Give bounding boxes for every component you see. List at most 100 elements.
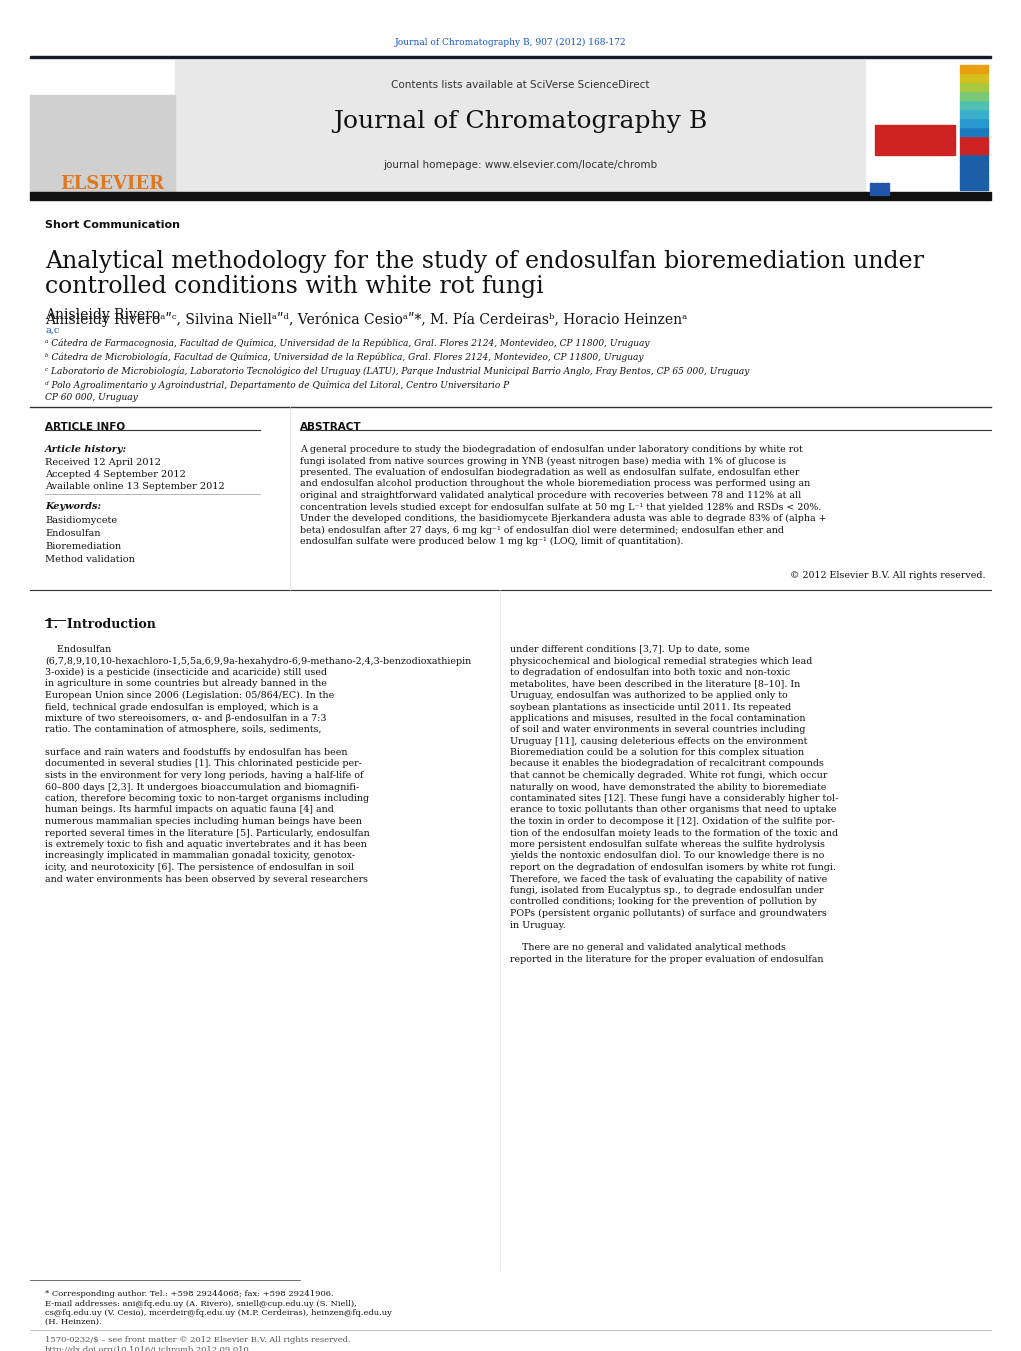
Text: 3-oxide) is a pesticide (insecticide and acaricide) still used: 3-oxide) is a pesticide (insecticide and… bbox=[45, 667, 327, 677]
Text: in agriculture in some countries but already banned in the: in agriculture in some countries but alr… bbox=[45, 680, 327, 689]
Text: cation, therefore becoming toxic to non-target organisms including: cation, therefore becoming toxic to non-… bbox=[45, 794, 370, 802]
Text: yields the nontoxic endosulfan diol. To our knowledge there is no: yields the nontoxic endosulfan diol. To … bbox=[510, 851, 824, 861]
Text: metabolites, have been described in the literature [8–10]. In: metabolites, have been described in the … bbox=[510, 680, 800, 689]
Text: Endosulfan: Endosulfan bbox=[45, 644, 111, 654]
Bar bbox=[960, 136, 988, 145]
Text: soybean plantations as insecticide until 2011. Its repeated: soybean plantations as insecticide until… bbox=[510, 703, 791, 712]
Text: and water environments has been observed by several researchers: and water environments has been observed… bbox=[45, 874, 368, 884]
Text: controlled conditions; looking for the prevention of pollution by: controlled conditions; looking for the p… bbox=[510, 897, 817, 907]
Bar bbox=[960, 92, 988, 100]
Bar bbox=[960, 128, 988, 136]
Text: Endosulfan: Endosulfan bbox=[45, 530, 100, 538]
Text: physicochemical and biological remedial strategies which lead: physicochemical and biological remedial … bbox=[510, 657, 813, 666]
Bar bbox=[960, 155, 988, 163]
Text: because it enables the biodegradation of recalcitrant compounds: because it enables the biodegradation of… bbox=[510, 759, 824, 769]
Text: 1.  Introduction: 1. Introduction bbox=[45, 617, 156, 631]
Text: sists in the environment for very long periods, having a half-life of: sists in the environment for very long p… bbox=[45, 771, 363, 780]
Text: human beings. Its harmful impacts on aquatic fauna [4] and: human beings. Its harmful impacts on aqu… bbox=[45, 805, 334, 815]
Text: naturally on wood, have demonstrated the ability to bioremediate: naturally on wood, have demonstrated the… bbox=[510, 782, 826, 792]
Text: mixture of two stereoisomers, α- and β-endosulfan in a 7:3: mixture of two stereoisomers, α- and β-e… bbox=[45, 713, 327, 723]
Text: the toxin in order to decompose it [12]. Oxidation of the sulfite por-: the toxin in order to decompose it [12].… bbox=[510, 817, 835, 825]
Text: numerous mammalian species including human beings have been: numerous mammalian species including hum… bbox=[45, 817, 362, 825]
Bar bbox=[875, 126, 955, 155]
Bar bbox=[960, 182, 988, 190]
Text: Anisleidy Rivero: Anisleidy Rivero bbox=[45, 308, 160, 322]
Bar bbox=[960, 101, 988, 109]
Text: Uruguay [11], causing deleterious effects on the environment: Uruguay [11], causing deleterious effect… bbox=[510, 738, 808, 746]
Text: Basidiomycete: Basidiomycete bbox=[45, 516, 117, 526]
Text: There are no general and validated analytical methods: There are no general and validated analy… bbox=[510, 943, 786, 952]
Text: reported in the literature for the proper evaluation of endosulfan: reported in the literature for the prope… bbox=[510, 955, 824, 965]
Text: original and straightforward validated analytical procedure with recoveries betw: original and straightforward validated a… bbox=[300, 490, 801, 500]
Text: ᶜ Laboratorio de Microbiología, Laboratorio Tecnológico del Uruguay (LATU), Parq: ᶜ Laboratorio de Microbiología, Laborato… bbox=[45, 366, 749, 376]
Bar bbox=[885, 182, 889, 195]
Text: ELSEVIER: ELSEVIER bbox=[60, 176, 164, 193]
Text: Method validation: Method validation bbox=[45, 555, 135, 563]
Text: ᵃ Cátedra de Farmacognosia, Facultad de Química, Universidad de la República, Gr: ᵃ Cátedra de Farmacognosia, Facultad de … bbox=[45, 338, 649, 347]
Text: E-mail addresses: ani@fq.edu.uy (A. Rivero), sniell@cup.edu.uy (S. Niell),: E-mail addresses: ani@fq.edu.uy (A. Rive… bbox=[45, 1300, 356, 1308]
Text: Short Communication: Short Communication bbox=[45, 220, 180, 230]
Text: beta) endosulfan after 27 days, 6 mg kg⁻¹ of endosulfan diol were determined; en: beta) endosulfan after 27 days, 6 mg kg⁻… bbox=[300, 526, 784, 535]
Text: ᵇ Cátedra de Microbiología, Facultad de Química, Universidad de la República, Gr: ᵇ Cátedra de Microbiología, Facultad de … bbox=[45, 353, 643, 362]
Bar bbox=[30, 192, 991, 200]
Bar bbox=[960, 173, 988, 181]
Text: Journal of Chromatography B: Journal of Chromatography B bbox=[333, 109, 708, 132]
Text: POPs (persistent organic pollutants) of surface and groundwaters: POPs (persistent organic pollutants) of … bbox=[510, 909, 827, 919]
Text: Bioremediation could be a solution for this complex situation: Bioremediation could be a solution for t… bbox=[510, 748, 805, 757]
Text: Article history:: Article history: bbox=[45, 444, 128, 454]
Text: Anisleidy Riveroᵃʺᶜ, Silvina Niellᵃʺᵈ, Verónica Cesioᵃʺ*, M. Pía Cerdeirasᵇ, Hor: Anisleidy Riveroᵃʺᶜ, Silvina Niellᵃʺᵈ, V… bbox=[45, 312, 687, 327]
Text: report on the degradation of endosulfan isomers by white rot fungi.: report on the degradation of endosulfan … bbox=[510, 863, 836, 871]
Text: more persistent endosulfan sulfate whereas the sulfite hydrolysis: more persistent endosulfan sulfate where… bbox=[510, 840, 825, 848]
Bar bbox=[960, 82, 988, 91]
Text: endosulfan sulfate were produced below 1 mg kg⁻¹ (LOQ, limit of quantitation).: endosulfan sulfate were produced below 1… bbox=[300, 536, 683, 546]
Text: Uruguay, endosulfan was authorized to be applied only to: Uruguay, endosulfan was authorized to be… bbox=[510, 690, 788, 700]
Text: presented. The evaluation of endosulfan biodegradation as well as endosulfan sul: presented. The evaluation of endosulfan … bbox=[300, 467, 799, 477]
Text: ratio. The contamination of atmosphere, soils, sediments,: ratio. The contamination of atmosphere, … bbox=[45, 725, 322, 735]
Text: journal homepage: www.elsevier.com/locate/chromb: journal homepage: www.elsevier.com/locat… bbox=[383, 159, 658, 170]
Text: and endosulfan alcohol production throughout the whole bioremediation process wa: and endosulfan alcohol production throug… bbox=[300, 480, 811, 489]
Bar bbox=[880, 182, 884, 195]
Bar bbox=[960, 119, 988, 127]
Text: that cannot be chemically degraded. White rot fungi, which occur: that cannot be chemically degraded. Whit… bbox=[510, 771, 827, 780]
Text: 1570-0232/$ – see front matter © 2012 Elsevier B.V. All rights reserved.: 1570-0232/$ – see front matter © 2012 El… bbox=[45, 1336, 350, 1344]
Bar bbox=[960, 109, 988, 118]
Text: (H. Heinzen).: (H. Heinzen). bbox=[45, 1319, 102, 1325]
Text: Accepted 4 September 2012: Accepted 4 September 2012 bbox=[45, 470, 186, 480]
Text: Under the developed conditions, the basidiomycete Bjerkandera adusta was able to: Under the developed conditions, the basi… bbox=[300, 513, 827, 523]
Text: ARTICLE INFO: ARTICLE INFO bbox=[45, 422, 126, 432]
Bar bbox=[30, 95, 175, 195]
Text: field, technical grade endosulfan is employed, which is a: field, technical grade endosulfan is emp… bbox=[45, 703, 319, 712]
Text: concentration levels studied except for endosulfan sulfate at 50 mg L⁻¹ that yie: concentration levels studied except for … bbox=[300, 503, 821, 512]
Text: Keywords:: Keywords: bbox=[45, 503, 101, 511]
Text: surface and rain waters and foodstuffs by endosulfan has been: surface and rain waters and foodstuffs b… bbox=[45, 748, 347, 757]
Text: to degradation of endosulfan into both toxic and non-toxic: to degradation of endosulfan into both t… bbox=[510, 667, 790, 677]
Text: Bioremediation: Bioremediation bbox=[45, 542, 121, 551]
Text: Received 12 April 2012: Received 12 April 2012 bbox=[45, 458, 161, 467]
Bar bbox=[870, 59, 990, 195]
Text: * Corresponding author. Tel.: +598 29244068; fax: +598 29241906.: * Corresponding author. Tel.: +598 29244… bbox=[45, 1290, 334, 1298]
Bar bbox=[960, 65, 988, 73]
Text: Analytical methodology for the study of endosulfan bioremediation under: Analytical methodology for the study of … bbox=[45, 250, 924, 273]
Text: Journal of Chromatography B, 907 (2012) 168-172: Journal of Chromatography B, 907 (2012) … bbox=[395, 38, 627, 47]
Bar bbox=[175, 59, 865, 195]
Text: fungi, isolated from Eucalyptus sp., to degrade endosulfan under: fungi, isolated from Eucalyptus sp., to … bbox=[510, 886, 824, 894]
Text: Available online 13 September 2012: Available online 13 September 2012 bbox=[45, 482, 225, 490]
Bar bbox=[960, 74, 988, 82]
Text: © 2012 Elsevier B.V. All rights reserved.: © 2012 Elsevier B.V. All rights reserved… bbox=[789, 571, 985, 581]
Text: under different conditions [3,7]. Up to date, some: under different conditions [3,7]. Up to … bbox=[510, 644, 749, 654]
Text: documented in several studies [1]. This chlorinated pesticide per-: documented in several studies [1]. This … bbox=[45, 759, 361, 769]
Text: Contents lists available at SciVerse ScienceDirect: Contents lists available at SciVerse Sci… bbox=[391, 80, 649, 91]
Text: (6,7,8,9,10,10-hexachloro-1,5,5a,6,9,9a-hexahydro-6,9-methano-2,4,3-benzodioxath: (6,7,8,9,10,10-hexachloro-1,5,5a,6,9,9a-… bbox=[45, 657, 472, 666]
Text: icity, and neurotoxicity [6]. The persistence of endosulfan in soil: icity, and neurotoxicity [6]. The persis… bbox=[45, 863, 354, 871]
Text: European Union since 2006 (Legislation: 05/864/EC). In the: European Union since 2006 (Legislation: … bbox=[45, 690, 334, 700]
Bar bbox=[960, 163, 988, 172]
Text: ABSTRACT: ABSTRACT bbox=[300, 422, 361, 432]
Text: contaminated sites [12]. These fungi have a considerably higher tol-: contaminated sites [12]. These fungi hav… bbox=[510, 794, 838, 802]
Text: tion of the endosulfan moiety leads to the formation of the toxic and: tion of the endosulfan moiety leads to t… bbox=[510, 828, 838, 838]
Text: applications and misuses, resulted in the focal contamination: applications and misuses, resulted in th… bbox=[510, 713, 806, 723]
Bar bbox=[960, 146, 988, 154]
Bar bbox=[875, 182, 879, 195]
Bar bbox=[870, 182, 874, 195]
Text: http://dx.doi.org/10.1016/j.jchromb.2012.09.010: http://dx.doi.org/10.1016/j.jchromb.2012… bbox=[45, 1346, 250, 1351]
Text: CP 60 000, Uruguay: CP 60 000, Uruguay bbox=[45, 393, 138, 403]
